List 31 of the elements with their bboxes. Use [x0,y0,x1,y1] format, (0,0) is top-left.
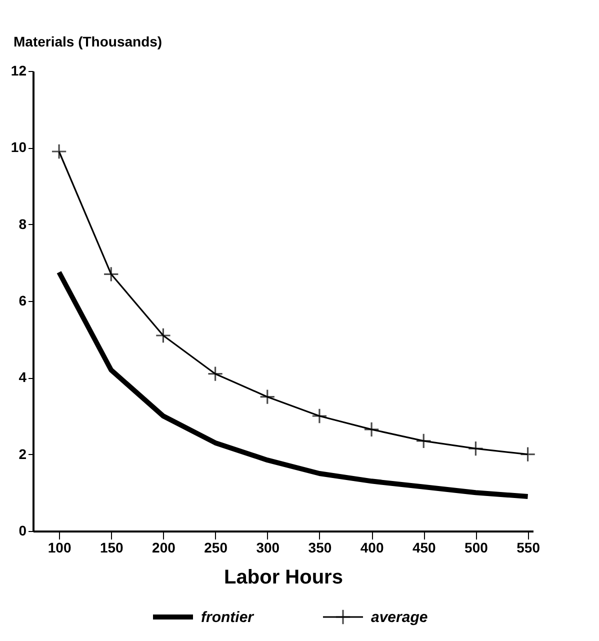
legend-label: frontier [201,609,255,626]
x-tick-label: 150 [100,540,124,556]
x-tick-label: 200 [152,540,176,556]
x-tick-label: 400 [360,540,384,556]
y-tick-label: 4 [18,369,27,386]
x-tick-label: 450 [412,540,436,556]
point [468,440,484,456]
point [312,408,328,424]
x-tick-label: 300 [256,540,280,556]
x-tick-label: 500 [464,540,488,556]
x-axis-title: Labor Hours [224,566,343,588]
y-tick-label: 6 [18,292,27,308]
point [51,144,67,160]
legend-label: average [371,609,428,626]
point [207,366,224,382]
y-tick-label: 8 [18,216,27,232]
x-tick-label: 350 [308,540,332,556]
x-tick-label: 100 [48,540,72,556]
point [520,446,536,462]
point [103,266,119,282]
y-tick-label: 12 [10,62,27,78]
x-tick-label: 550 [516,540,540,556]
point [155,328,172,344]
y-tick-label: 2 [18,446,27,462]
point [260,388,276,405]
y-tick-label: 0 [18,522,27,538]
x-tick-label: 250 [204,540,228,556]
y-axis-title: Materials (Thousands) [14,34,162,50]
y-tick-label: 10 [10,139,27,156]
point [364,422,380,438]
point [416,433,432,449]
